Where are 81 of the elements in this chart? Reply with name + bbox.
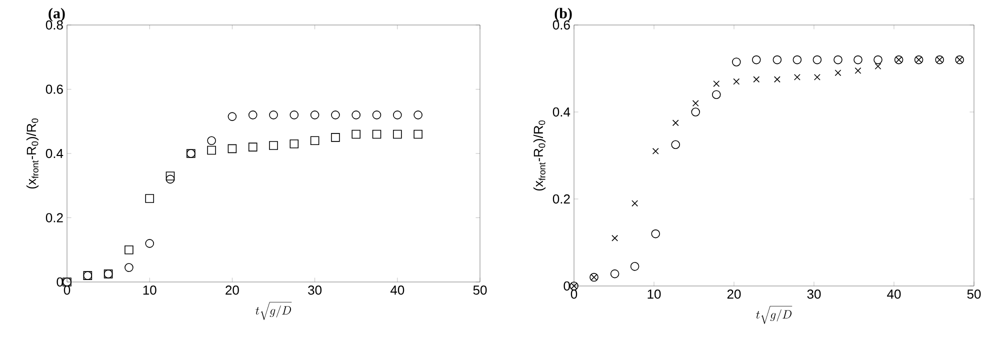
point [632, 200, 638, 207]
point [248, 110, 258, 120]
x-tick-label: 20 [226, 286, 239, 295]
y-tick-label: 0.6 [46, 84, 63, 94]
point [712, 90, 721, 99]
point [166, 174, 175, 184]
point [414, 130, 422, 139]
x-tick-label: 10 [143, 286, 156, 295]
point [672, 120, 679, 126]
point [331, 133, 340, 142]
point [874, 63, 882, 70]
point [733, 78, 740, 85]
x-tick-label: 50 [473, 286, 487, 295]
y-tick-label: 0.8 [46, 20, 63, 30]
point [290, 139, 299, 148]
x-tick-label: 0 [64, 286, 70, 295]
point [228, 112, 237, 121]
x-tick-label: 30 [807, 290, 821, 299]
point [207, 136, 216, 146]
point [774, 76, 780, 83]
y-tick-label: 0.4 [552, 107, 570, 117]
point [372, 110, 382, 120]
point [145, 239, 154, 248]
point [124, 245, 134, 254]
x-tick-label: 40 [887, 290, 901, 299]
chart-title: (a) [48, 8, 65, 22]
point [610, 269, 620, 278]
point [372, 130, 382, 139]
point [124, 263, 134, 272]
point [630, 262, 640, 271]
y-tick-label: 0.4 [46, 148, 64, 158]
x-axis-title: $t\sqrt{g/D}$ [756, 306, 792, 324]
point [612, 234, 618, 242]
x-tick-label: 10 [648, 290, 661, 299]
y-tick-label: 0.2 [46, 213, 63, 222]
point [414, 110, 422, 120]
point [331, 110, 340, 120]
point [228, 144, 237, 154]
point [792, 55, 802, 64]
point [812, 55, 822, 64]
point [290, 110, 299, 120]
point [651, 229, 660, 238]
x-tick-label: 50 [967, 290, 981, 299]
x-tick-label: 20 [727, 290, 741, 299]
point [753, 76, 760, 83]
point [671, 140, 680, 150]
point [732, 58, 741, 66]
point [310, 136, 320, 146]
point [352, 130, 361, 139]
y-tick-label: 0.6 [552, 20, 570, 30]
point [713, 80, 720, 87]
x-tick-label: 0 [570, 290, 578, 299]
chart-title: (b) [554, 8, 572, 22]
point [794, 74, 800, 80]
point [692, 100, 699, 107]
point [834, 55, 842, 64]
x-axis-title: $t\sqrt{g/D}$ [256, 302, 292, 320]
point [854, 55, 862, 64]
point [310, 110, 320, 120]
point [145, 194, 154, 203]
y-axis-title: (x$_{front}$-R$_{0}$)/R$_{0}$ [26, 118, 39, 189]
point [854, 67, 862, 74]
x-tick-label: 40 [390, 286, 404, 295]
point [166, 172, 175, 180]
point [269, 141, 278, 150]
y-tick-label: 0.2 [552, 194, 570, 204]
point [393, 110, 402, 120]
point [652, 148, 659, 154]
point [393, 130, 402, 139]
point [248, 142, 258, 152]
point [834, 70, 842, 76]
point [691, 108, 700, 116]
point [269, 110, 278, 120]
point [814, 74, 820, 80]
point [207, 146, 216, 155]
y-axis-title: (x$_{front}$-R$_{0}$)/R$_{0}$ [533, 120, 546, 191]
point [874, 55, 882, 64]
x-tick-label: 30 [308, 286, 322, 295]
point [352, 110, 361, 120]
point [772, 55, 782, 64]
point [752, 55, 761, 64]
